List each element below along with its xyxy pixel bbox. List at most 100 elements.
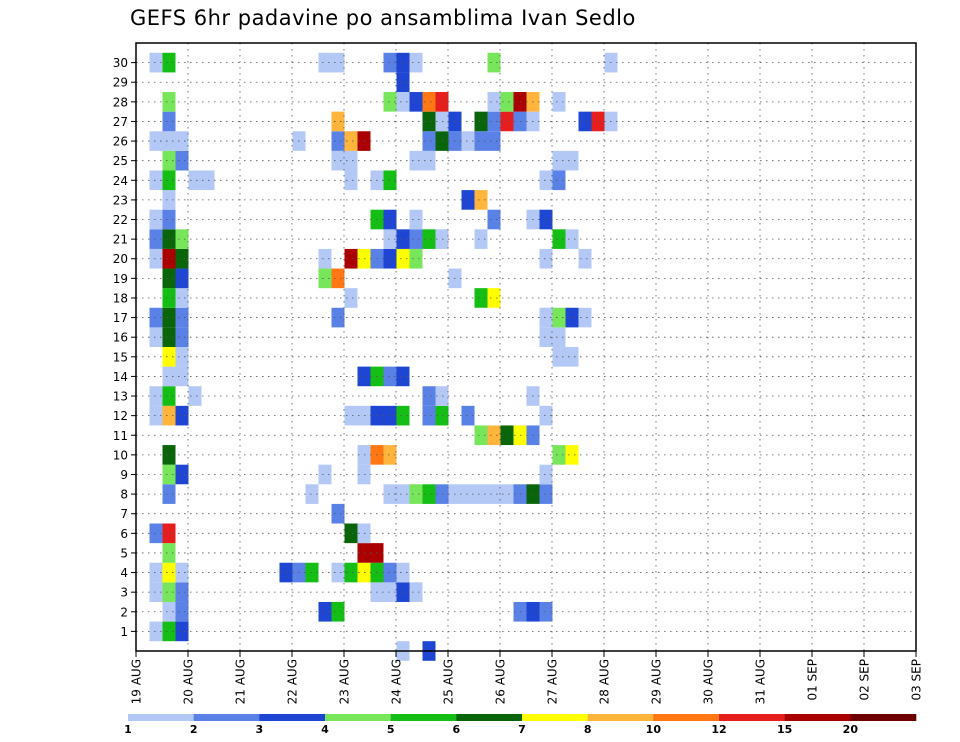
heatmap-cell [422,150,436,171]
heatmap-cell [409,52,423,73]
heatmap-cell [344,150,358,171]
heatmap-cell [162,131,176,151]
heatmap-cell [149,248,163,269]
x-tick-label: 19 AUG [130,659,144,704]
heatmap-cell [539,327,553,347]
heatmap-cell [175,268,189,289]
heatmap-cell [396,248,410,269]
y-tick-label: 16 [113,331,128,345]
y-tick-label: 17 [113,311,128,325]
colorbar-swatch [784,714,851,721]
heatmap-cell [539,307,553,328]
heatmap-cell [461,405,475,426]
heatmap-cell [162,327,176,347]
heatmap-cell [162,366,176,387]
heatmap-cell [162,562,176,583]
colorbar-label: 8 [584,723,592,736]
y-tick-label: 3 [120,586,128,600]
heatmap-cell [175,601,189,622]
heatmap-cell [396,484,410,504]
heatmap-cell [162,150,176,171]
heatmap-cell [396,405,410,426]
y-tick-label: 15 [113,350,128,364]
heatmap-cell [422,92,436,112]
y-tick-label: 21 [113,233,128,247]
heatmap-cell [383,484,397,504]
heatmap-cell [162,288,176,308]
heatmap-cell [331,111,345,132]
heatmap-cell [188,386,202,406]
colorbar-label: 3 [256,723,264,736]
heatmap-cell [552,150,566,171]
heatmap-cell [318,248,332,269]
heatmap-cell [175,347,189,367]
heatmap-cell [539,405,553,426]
heatmap-cell [565,229,579,249]
heatmap-cell [331,601,345,622]
colorbar-swatch [850,714,917,721]
heatmap-cell [383,52,397,73]
heatmap-cell [409,248,423,269]
colorbar-label: 5 [387,723,395,736]
heatmap-cell [474,288,488,308]
y-axis: 1234567891011121314151617181920212223242… [113,56,136,639]
heatmap-cell [383,445,397,465]
x-tick-label: 02 SEP [858,659,872,701]
heatmap-cell [162,229,176,249]
heatmap-cell [552,307,566,328]
heatmap-cell [487,425,501,446]
heatmap-cell [396,582,410,602]
heatmap-cell [578,307,592,328]
heatmap-cell [487,484,501,504]
heatmap-cell [422,386,436,406]
heatmap-cell [175,288,189,308]
heatmap-cell [149,131,163,151]
heatmap-cell [539,464,553,485]
heatmap-cell [331,52,345,73]
heatmap-cell [552,229,566,249]
heatmap-cell [474,131,488,151]
y-tick-label: 29 [113,76,128,90]
x-tick-label: 27 AUG [546,659,560,704]
heatmap-cell [162,543,176,563]
x-tick-label: 20 AUG [182,659,196,704]
heatmap-cell [500,425,514,446]
heatmap-cell [474,111,488,132]
x-tick-label: 26 AUG [494,659,508,704]
heatmap-cell [344,562,358,583]
heatmap-cell [396,92,410,112]
heatmap-cell [331,131,345,151]
heatmap-cell [162,170,176,191]
heatmap-cell [422,484,436,504]
y-tick-label: 13 [113,390,128,404]
heatmap-cell [474,484,488,504]
y-tick-label: 25 [113,154,128,168]
heatmap-cell [162,445,176,465]
grid-lines [136,43,916,651]
x-axis: 19 AUG 20 AUG 21 AUG 22 AUG 23 AUG 24 AUG 25 A… [130,651,924,704]
colorbar-swatch [456,714,523,721]
heatmap-cell [175,248,189,269]
heatmap-cell [175,366,189,387]
heatmap-cell [383,92,397,112]
heatmap-cell [500,484,514,504]
heatmap-cell [162,621,176,642]
y-tick-label: 12 [113,409,128,423]
heatmap-cell [162,248,176,269]
heatmap-cell [383,209,397,230]
x-tick-label: 30 AUG [702,659,716,704]
colorbar-swatch [325,714,391,721]
heatmap-cell [175,405,189,426]
heatmap-cell [409,150,423,171]
colorbar-label: 20 [843,723,859,736]
heatmap-cell [461,190,475,210]
heatmap-cell [162,190,176,210]
heatmap-cell [422,229,436,249]
y-tick-label: 30 [113,56,128,70]
heatmap-cell [344,288,358,308]
heatmap-cell [175,562,189,583]
colorbar-swatch [587,714,654,721]
plot-frame [135,42,917,652]
heatmap-cell [422,111,436,132]
